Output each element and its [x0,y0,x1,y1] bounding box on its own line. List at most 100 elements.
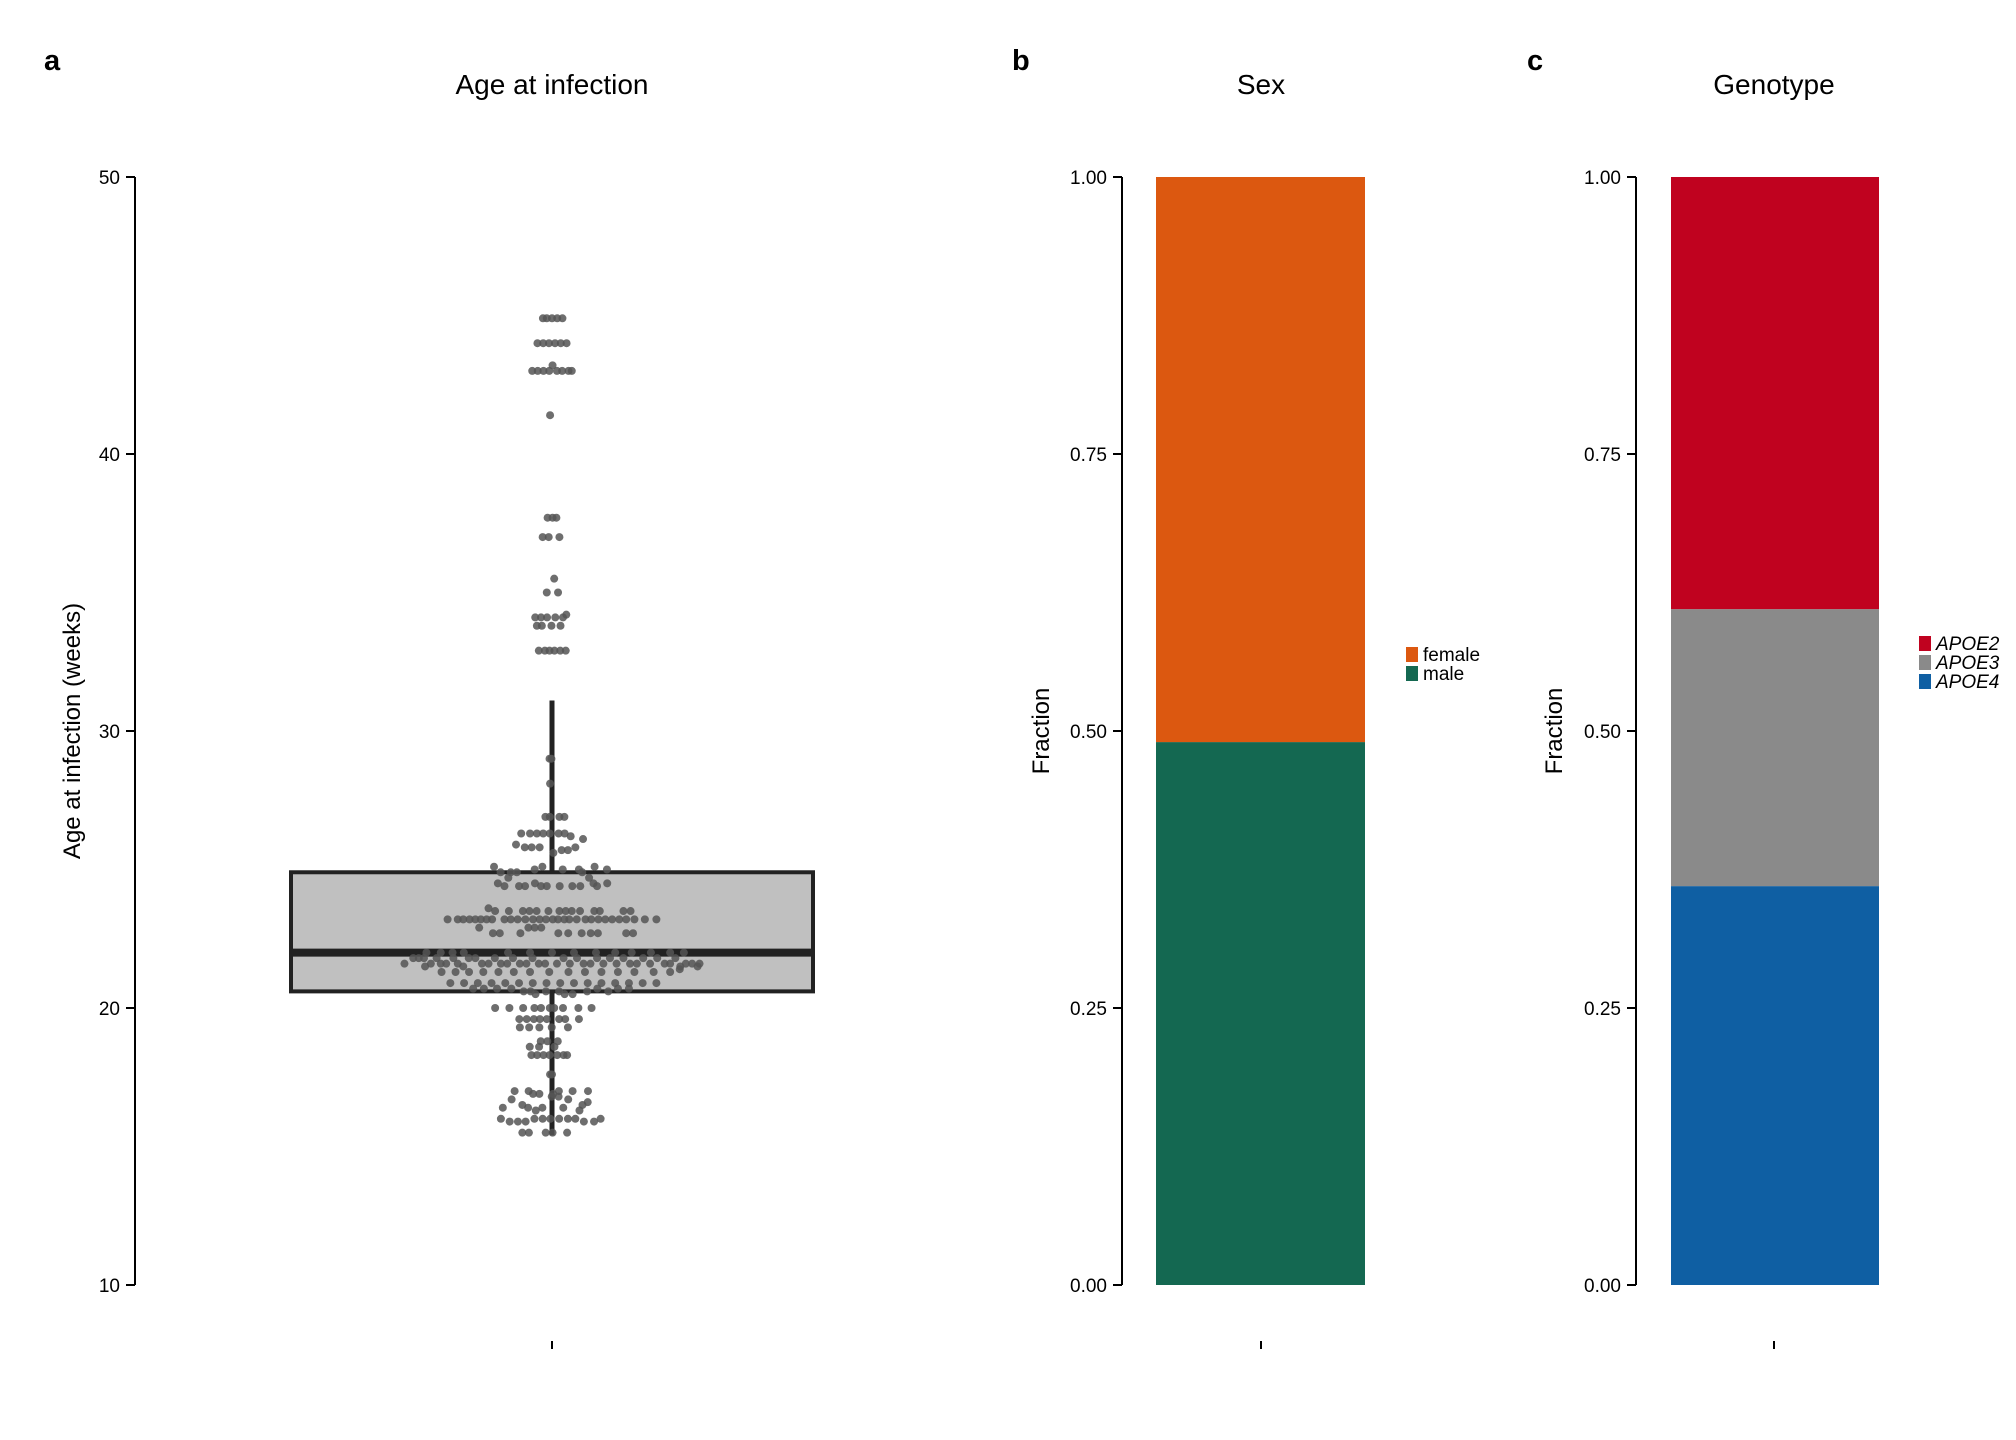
data-point [541,915,550,924]
data-point [590,1117,599,1126]
data-point [569,979,578,988]
data-point [515,1015,524,1024]
data-point [436,948,445,957]
data-point [555,533,564,542]
data-point [554,829,563,838]
data-point [571,1114,580,1123]
data-point [524,923,533,932]
data-point [533,339,542,348]
data-point [578,1100,587,1109]
data-point [460,979,469,988]
data-point [504,873,513,882]
data-point [491,907,500,916]
data-point [541,959,550,968]
data-point [556,621,565,630]
data-point [611,948,620,957]
data-point [568,882,577,891]
data-point [515,959,524,968]
data-point [464,954,473,963]
data-point [568,1087,577,1096]
data-point [666,948,675,957]
data-point [528,979,537,988]
data-point [530,1004,539,1012]
data-point [560,990,569,999]
data-point [564,967,573,976]
data-point [546,411,555,420]
data-point [524,1128,533,1137]
data-point [579,959,588,968]
data-point [491,1004,500,1012]
data-point [539,339,548,348]
data-point [653,954,662,963]
data-point [619,907,628,916]
data-point [525,907,534,916]
data-point [597,967,606,976]
data-point [681,959,690,968]
data-point [579,835,588,844]
legend-swatch-apoe4 [1919,674,1931,689]
data-point [484,959,493,968]
data-point [624,979,633,988]
data-point [553,1051,562,1060]
data-point [471,954,480,963]
data-point [660,959,669,968]
data-point [619,954,628,963]
data-point [595,907,604,916]
data-point [580,967,589,976]
data-point [534,646,543,655]
data-point [488,929,497,938]
data-point [531,990,540,999]
data-point [533,1051,542,1060]
data-point [535,1089,544,1098]
data-point [555,907,564,916]
panel-a-y-tick-label: 40 [99,445,120,466]
data-point [529,1089,538,1098]
legend-label-male: male [1423,664,1464,685]
panel-b-y-tick-label: 0.50 [1070,722,1107,743]
data-point [505,1004,514,1012]
data-point [544,533,553,542]
legend-swatch-female [1406,647,1418,662]
data-point [529,915,538,924]
data-point [563,846,572,855]
data-point [469,984,478,993]
panel-b-y-tick-label: 0.75 [1070,445,1107,466]
data-point [542,1015,551,1024]
panel-a-age-at-infection: a Age at infection Age at infection (wee… [44,45,815,1349]
data-point [630,915,639,924]
data-point [554,929,563,938]
data-point [675,965,684,974]
data-point [569,948,578,957]
data-point [400,959,409,968]
data-point [546,779,555,788]
data-point [646,959,655,968]
data-point [526,829,535,838]
data-point [513,1117,522,1126]
data-point [593,984,602,993]
data-point [574,1004,583,1012]
data-point [519,1004,528,1012]
data-point [613,984,622,993]
legend-label-apoe4: APOE4 [1935,672,1999,693]
data-point [594,915,603,924]
panel-b-y-tick-label: 0.25 [1070,999,1107,1020]
data-point [525,1042,534,1051]
data-point [539,1051,548,1060]
data-point [666,959,675,968]
data-point [446,979,455,988]
data-point [531,1106,540,1115]
data-point [500,882,509,891]
panel-b-y-axis-title: Fraction [1028,688,1055,775]
data-point [555,1015,564,1024]
panel-b-sex: b Sex Fraction 0.00 0.25 0.50 0.75 1.00 fema… [1012,45,1480,1349]
data-point [526,967,535,976]
data-point [494,967,503,976]
data-point [527,843,536,852]
data-point [519,987,528,996]
data-point [538,862,547,871]
data-point [530,865,539,874]
data-point [530,879,539,888]
data-point [507,1095,516,1104]
legend-swatch-apoe2 [1919,636,1931,651]
data-point [451,967,460,976]
